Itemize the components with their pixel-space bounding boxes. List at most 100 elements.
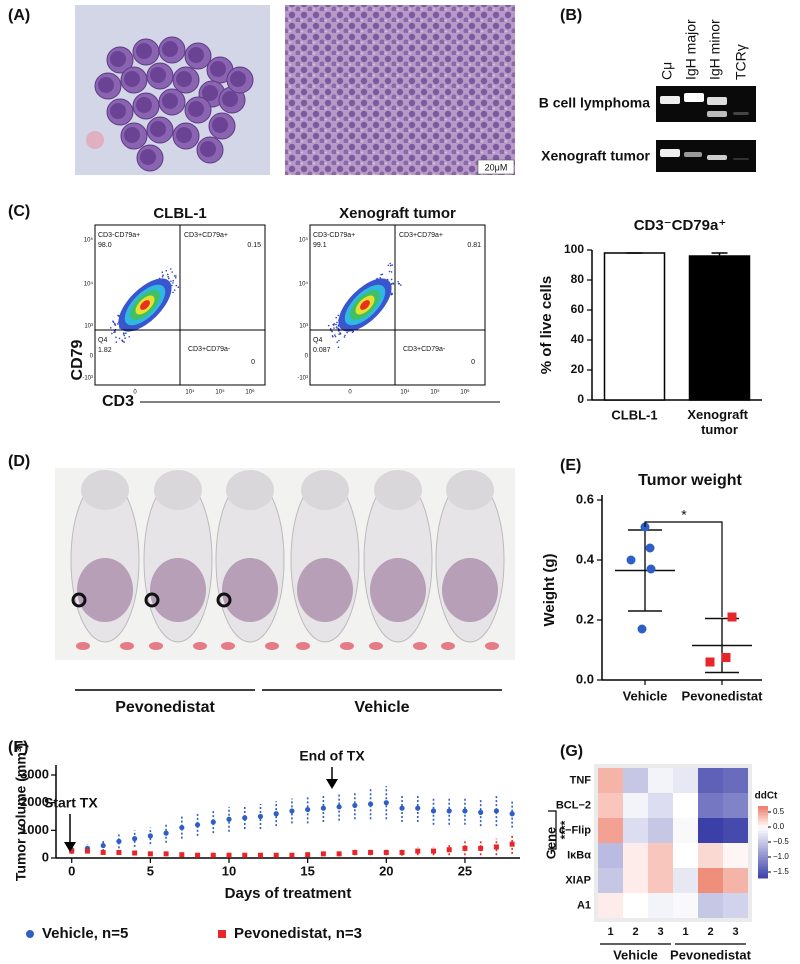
column-label: 1 xyxy=(607,926,613,938)
y-tick-label: 0.6 xyxy=(576,491,594,506)
flow-event xyxy=(113,322,116,325)
mouse-head xyxy=(81,470,129,510)
data-point xyxy=(226,852,232,858)
data-point xyxy=(257,813,264,820)
flow-y-tick: 10³ xyxy=(299,324,308,330)
data-point xyxy=(383,849,389,855)
heat-cell xyxy=(673,843,698,868)
quadrant-value: 0.81 xyxy=(467,242,481,249)
flow-event xyxy=(121,339,123,342)
cell-nucleus xyxy=(136,97,152,113)
bar xyxy=(688,255,751,401)
flow-event xyxy=(332,323,334,326)
heat-cell xyxy=(598,843,623,868)
flow-event xyxy=(172,291,174,294)
heat-cell xyxy=(723,843,748,868)
cell-nucleus xyxy=(176,71,192,87)
colorbar-step xyxy=(758,815,768,819)
row-label: c−Flip xyxy=(559,824,591,836)
flow-y-tick: -10³ xyxy=(82,376,93,382)
flow-event xyxy=(387,264,390,267)
flow-x-tick: 10⁴ xyxy=(400,389,410,396)
mouse-foot xyxy=(485,642,499,650)
scale-bar-label: 20μM xyxy=(485,162,508,172)
ear-tag xyxy=(144,592,160,608)
flow-event xyxy=(171,284,173,287)
flow-title: CLBL-1 xyxy=(153,205,206,222)
quadrant-value: 99.1 xyxy=(313,242,327,249)
flow-event xyxy=(172,282,174,284)
mouse-belly xyxy=(370,558,426,622)
x-tick-label: 5 xyxy=(147,863,154,878)
cell-nucleus xyxy=(140,149,156,165)
mouse-foot xyxy=(296,642,310,650)
panel-label: (E) xyxy=(560,457,581,474)
colorbar-step xyxy=(758,866,768,870)
flow-event xyxy=(169,268,172,270)
data-point xyxy=(289,852,295,858)
quadrant-value: 0 xyxy=(471,359,475,366)
flow-event xyxy=(171,271,174,273)
lane-label: TCRγ xyxy=(733,44,749,80)
mouse-head xyxy=(154,470,202,510)
heat-cell xyxy=(598,793,623,818)
quadrant-name: CD3+CD79a+ xyxy=(184,232,228,239)
flow-event xyxy=(335,316,337,319)
flow-event xyxy=(174,277,177,279)
group-label: Vehicle xyxy=(613,947,658,962)
cell-nucleus xyxy=(124,71,140,87)
colorbar-step xyxy=(758,869,768,873)
mouse-foot xyxy=(76,642,90,650)
flow-event xyxy=(380,273,382,276)
data-point xyxy=(84,848,90,854)
cell-nucleus xyxy=(202,85,218,101)
quadrant-name: CD3+CD79a+ xyxy=(399,232,443,239)
heat-cell xyxy=(648,868,673,893)
annotation: End of TX xyxy=(299,748,365,764)
panel-label: (A) xyxy=(8,7,30,24)
flow-event xyxy=(170,280,172,283)
data-point xyxy=(257,852,263,858)
gel-band xyxy=(707,97,727,105)
colorbar-step xyxy=(758,818,768,822)
flow-event xyxy=(166,273,169,276)
flow-event xyxy=(161,271,164,273)
data-point xyxy=(352,849,358,855)
quadrant-value: 1.82 xyxy=(98,347,112,354)
row-label: XIAP xyxy=(565,874,591,886)
x-tick-label: 10 xyxy=(222,863,236,878)
y-tick-label: 100 xyxy=(564,242,584,256)
flow-x-tick: 10⁶ xyxy=(245,389,255,396)
mouse-foot xyxy=(193,642,207,650)
cell-nucleus xyxy=(150,67,166,83)
colorbar-tick-label: −1.0 xyxy=(773,852,789,861)
flow-event xyxy=(400,284,402,286)
column-label: 1 xyxy=(682,926,688,938)
colorbar-step xyxy=(758,827,768,831)
colorbar-tick-label: 0.5 xyxy=(773,807,785,816)
data-point xyxy=(430,848,436,854)
data-point xyxy=(493,844,499,850)
heat-cell xyxy=(623,868,648,893)
flow-x-tick: 0 xyxy=(133,390,137,396)
flow-event xyxy=(381,273,384,276)
heat-cell xyxy=(598,818,623,843)
legend-marker xyxy=(218,930,226,938)
gel-band xyxy=(707,111,727,117)
data-point xyxy=(430,808,437,814)
data-point xyxy=(179,824,185,831)
flow-event xyxy=(392,283,395,285)
flow-event xyxy=(112,321,115,324)
lane-label: IgH minor xyxy=(707,19,723,80)
group-label: Pevonedistat xyxy=(115,699,215,716)
data-point xyxy=(415,805,421,811)
bar xyxy=(603,252,666,401)
heat-cell xyxy=(648,843,673,868)
heat-cell xyxy=(623,818,648,843)
y-tick-label: 80 xyxy=(571,272,585,286)
heat-cell xyxy=(598,868,623,893)
cell-nucleus xyxy=(150,121,166,137)
flow-event xyxy=(167,275,169,278)
flow-title: Xenograft tumor xyxy=(339,205,456,222)
